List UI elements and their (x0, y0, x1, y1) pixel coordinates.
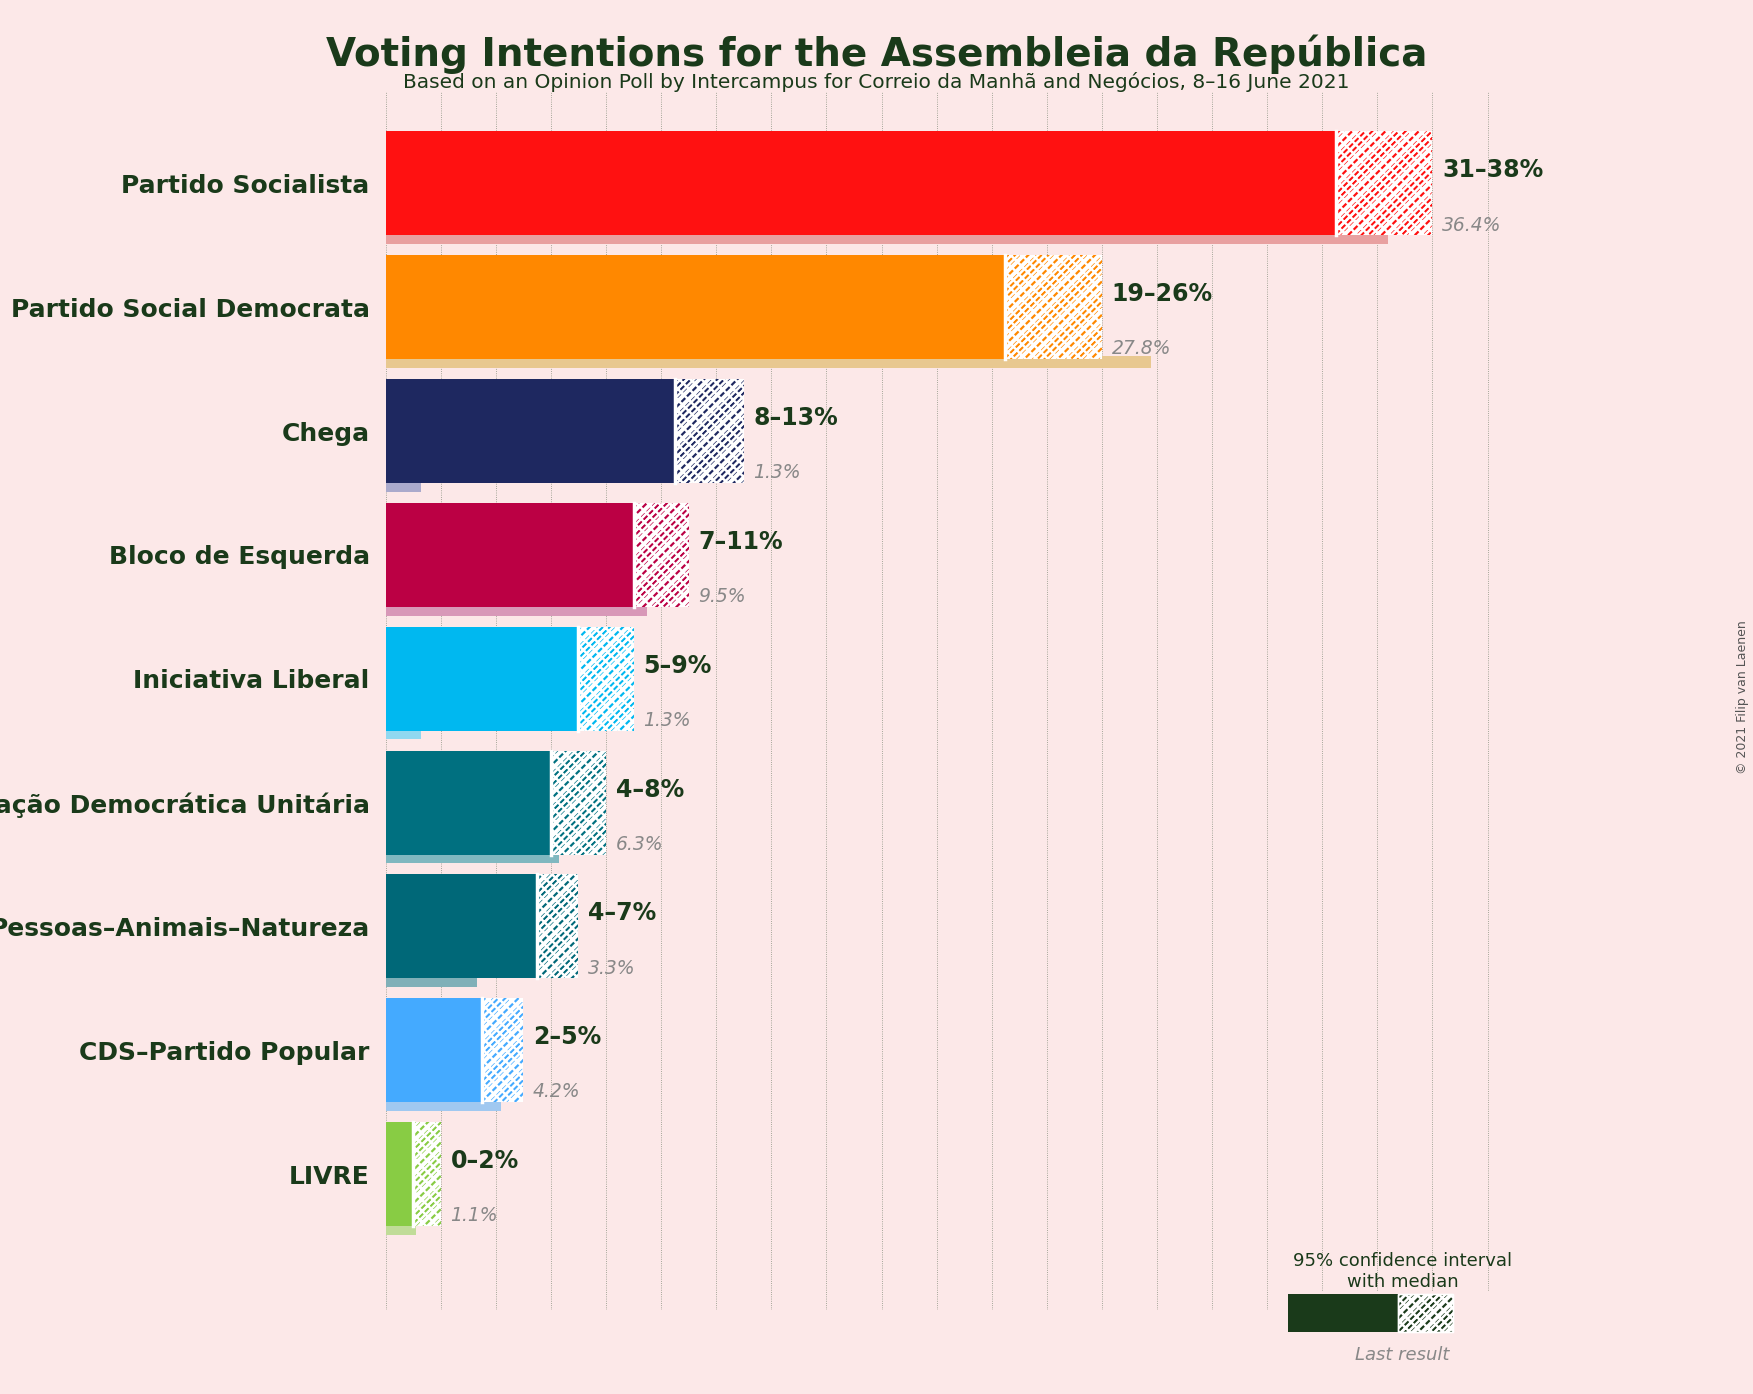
Bar (386, 587, 689, 604)
Bar (550, 750, 607, 855)
Bar (524, 711, 633, 728)
Text: 2–5%: 2–5% (533, 1026, 601, 1050)
Bar (386, 728, 421, 739)
Text: 4–7%: 4–7% (587, 902, 656, 926)
Bar (386, 974, 477, 987)
Bar (675, 379, 743, 484)
Bar (1397, 1294, 1453, 1333)
Text: 7–11%: 7–11% (698, 530, 784, 553)
Bar (607, 463, 743, 480)
Text: 4.2%: 4.2% (533, 1082, 580, 1101)
Bar (386, 216, 1432, 233)
Bar (386, 131, 1336, 236)
Bar (1288, 1294, 1397, 1333)
Bar (1336, 131, 1432, 236)
Bar (386, 340, 1103, 357)
Bar (1239, 216, 1432, 233)
Bar (386, 1122, 414, 1227)
Bar (578, 587, 689, 604)
Bar (386, 627, 578, 730)
Bar (386, 480, 421, 492)
Bar (386, 959, 578, 976)
Bar (386, 379, 675, 484)
Bar (386, 711, 633, 728)
Bar (633, 503, 689, 606)
Bar (496, 959, 578, 976)
Text: Based on an Opinion Poll by Intercampus for Correio da Manhã and Negócios, 8–16 : Based on an Opinion Poll by Intercampus … (403, 72, 1350, 92)
Text: 9.5%: 9.5% (698, 587, 747, 606)
Bar (386, 1206, 440, 1223)
Bar (578, 627, 633, 730)
Text: 3.3%: 3.3% (587, 959, 636, 977)
Bar (386, 852, 559, 863)
Bar (482, 998, 524, 1103)
Text: Last result: Last result (1355, 1347, 1450, 1363)
Bar (386, 750, 550, 855)
Bar (1397, 1294, 1453, 1333)
Bar (386, 1083, 524, 1100)
Bar (414, 1122, 440, 1227)
Text: 27.8%: 27.8% (1111, 339, 1171, 358)
Text: 4–8%: 4–8% (615, 778, 684, 802)
Text: 6.3%: 6.3% (615, 835, 663, 853)
Bar (386, 355, 1152, 368)
Bar (633, 503, 689, 606)
Text: 36.4%: 36.4% (1443, 216, 1502, 234)
Bar (440, 1083, 524, 1100)
Text: 19–26%: 19–26% (1111, 283, 1213, 307)
Bar (386, 998, 482, 1103)
Bar (386, 1206, 440, 1223)
Bar (386, 1223, 415, 1235)
Bar (482, 998, 524, 1103)
Bar (386, 255, 1006, 360)
Text: 0–2%: 0–2% (451, 1149, 519, 1174)
Text: 1.1%: 1.1% (451, 1206, 498, 1225)
Bar (578, 627, 633, 730)
Bar (386, 874, 536, 979)
Bar (386, 231, 1388, 244)
Text: Voting Intentions for the Assembleia da República: Voting Intentions for the Assembleia da … (326, 35, 1427, 74)
Bar (550, 750, 607, 855)
Bar (386, 1098, 501, 1111)
Bar (414, 1122, 440, 1227)
Text: 31–38%: 31–38% (1443, 159, 1543, 183)
Bar (386, 604, 647, 616)
Text: 95% confidence interval
with median: 95% confidence interval with median (1294, 1252, 1511, 1291)
Bar (386, 503, 633, 606)
Bar (910, 340, 1103, 357)
Bar (496, 835, 607, 852)
Text: 1.3%: 1.3% (643, 711, 691, 730)
Bar (386, 463, 743, 480)
Text: 1.3%: 1.3% (754, 463, 801, 482)
Bar (1336, 131, 1432, 236)
Text: 8–13%: 8–13% (754, 406, 838, 431)
Bar (536, 874, 578, 979)
Bar (675, 379, 743, 484)
Text: 5–9%: 5–9% (643, 654, 712, 677)
Text: © 2021 Filip van Laenen: © 2021 Filip van Laenen (1737, 620, 1749, 774)
Bar (386, 835, 607, 852)
Bar (1006, 255, 1103, 360)
Bar (536, 874, 578, 979)
Bar (1006, 255, 1103, 360)
